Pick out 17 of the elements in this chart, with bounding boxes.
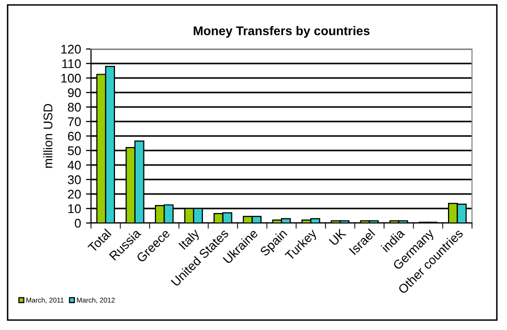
y-tick-label: 90 [68,88,81,98]
y-tick-label: 50 [68,146,81,156]
y-tick-label: 80 [68,102,81,112]
y-axis-title: million USD [43,104,52,168]
chart-title: Money Transfers by countries [194,26,370,38]
y-tick-label: 40 [68,160,81,170]
y-tick-label: 30 [68,175,81,184]
x-tick-label: UK [328,228,347,246]
x-tick-label: Italy [178,228,202,252]
y-tick-label: 20 [68,190,81,199]
y-tick-label: 60 [68,132,81,141]
y-tick-label: 70 [68,117,81,126]
y-tick-label: 120 [61,44,81,54]
y-tick-label: 100 [61,74,81,83]
y-tick-label: 10 [68,204,81,214]
y-tick-label: 0 [74,218,81,228]
y-tick-label: 110 [62,59,81,68]
